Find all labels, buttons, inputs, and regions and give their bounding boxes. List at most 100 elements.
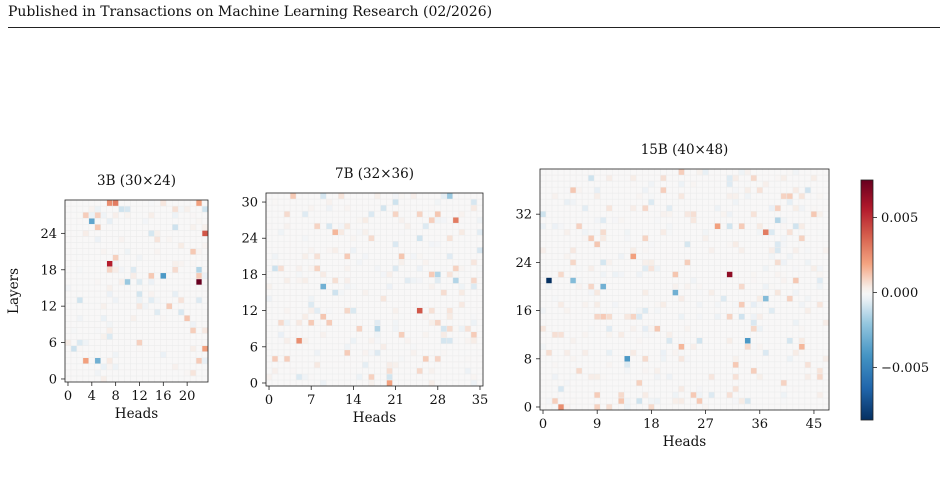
heatmap-cell — [720, 241, 727, 248]
heatmap-cell — [792, 367, 800, 375]
heatmap-cell — [666, 379, 673, 387]
heatmap-cell — [283, 198, 291, 206]
heatmap-cell — [750, 385, 757, 393]
heatmap-cell — [720, 307, 727, 314]
heatmap-cell — [289, 301, 297, 308]
heatmap-cell — [587, 253, 595, 260]
heatmap-cell — [624, 222, 631, 230]
heatmap-cell — [714, 367, 721, 375]
heatmap-cell — [708, 343, 715, 351]
heatmap-cell — [94, 302, 102, 310]
heatmap-cell — [64, 296, 72, 304]
heatmap-cell — [265, 361, 273, 369]
heatmap-cell — [338, 265, 345, 272]
heatmap-cell — [195, 236, 203, 243]
heatmap-cell — [624, 373, 631, 381]
heatmap-cell — [374, 204, 381, 212]
heatmap-cell — [750, 235, 757, 242]
heatmap-cell — [118, 333, 125, 340]
heatmap-cell — [618, 403, 625, 411]
heatmap-cell — [464, 216, 472, 224]
heatmap-cell — [374, 349, 381, 357]
heatmap-cell — [160, 339, 167, 346]
heatmap-cell — [798, 307, 806, 314]
heatmap-cell — [338, 379, 345, 387]
heatmap-cell — [195, 375, 203, 383]
heatmap-cell — [587, 204, 595, 212]
heatmap-cell — [452, 355, 460, 363]
heatmap-cell — [464, 379, 472, 387]
heatmap-cell — [289, 216, 297, 224]
heatmap-cell — [338, 222, 345, 230]
heatmap-cell — [154, 230, 161, 237]
heatmap-cell — [136, 339, 143, 346]
heatmap-cell — [756, 289, 764, 296]
heatmap-cell — [440, 192, 448, 200]
heatmap-cell — [464, 295, 472, 302]
heatmap-cell — [70, 284, 78, 292]
heatmap-cell — [599, 295, 607, 302]
heatmap-cell — [195, 266, 203, 274]
heatmap-cell — [660, 343, 667, 351]
heatmap-cell — [726, 325, 733, 332]
heatmap-cell — [804, 198, 812, 206]
heatmap-cell — [404, 228, 411, 236]
heatmap-cell — [810, 319, 818, 326]
heatmap-cell — [684, 337, 691, 344]
heatmap-cell — [344, 277, 351, 284]
heatmap-cell — [792, 271, 800, 278]
heatmap-cell — [112, 345, 119, 352]
heatmap-cell — [356, 307, 363, 314]
x-tick-label: 21 — [387, 393, 404, 408]
heatmap-cell — [587, 385, 595, 393]
heatmap-cell — [374, 343, 381, 351]
heatmap-cell — [750, 253, 757, 260]
heatmap-cell — [307, 313, 315, 320]
heatmap-cell — [271, 331, 279, 339]
heatmap-cell — [672, 295, 679, 302]
heatmap-cell — [810, 295, 818, 302]
heatmap-cell — [64, 266, 72, 274]
heatmap-cell — [410, 210, 417, 218]
heatmap-cell — [428, 198, 436, 206]
heatmap-cell — [301, 355, 309, 363]
heatmap-cell — [660, 337, 667, 344]
heatmap-cell — [569, 325, 577, 332]
heatmap-cell — [307, 373, 315, 381]
heatmap-cell — [768, 229, 776, 236]
heatmap-cell — [392, 361, 399, 369]
heatmap-cell — [569, 216, 577, 224]
colorbar-bar — [860, 179, 874, 421]
heatmap-cell — [289, 228, 297, 236]
heatmap-cell — [696, 337, 703, 344]
heatmap-cell — [732, 289, 739, 296]
heatmap-cell — [88, 224, 96, 231]
heatmap-cell — [605, 403, 613, 411]
heatmap-cell — [666, 355, 673, 363]
heatmap-cell — [201, 357, 209, 365]
heatmap-cell — [446, 343, 454, 351]
heatmap-cell — [642, 295, 649, 302]
y-tick-label: 32 — [515, 208, 532, 223]
heatmap-cell — [822, 235, 830, 242]
heatmap-cell — [702, 343, 709, 351]
heatmap-cell — [636, 325, 643, 332]
heatmap-cell — [630, 210, 637, 218]
heatmap-cell — [599, 180, 607, 188]
heatmap-cell — [792, 229, 800, 236]
heatmap-cell — [581, 247, 589, 254]
heatmap-cell — [654, 289, 661, 296]
heatmap-cell — [738, 361, 745, 369]
heatmap-cell — [732, 241, 739, 248]
heatmap-cell — [563, 403, 571, 411]
heatmap-cell — [446, 379, 454, 387]
heatmap-cell — [810, 397, 818, 405]
heatmap-cell — [822, 337, 830, 344]
heatmap-cell — [816, 295, 824, 302]
heatmap-cell — [696, 331, 703, 338]
heatmap-cell — [810, 403, 818, 411]
heatmap-cell — [362, 331, 369, 339]
heatmap-cell — [738, 337, 745, 344]
heatmap-cell — [338, 307, 345, 314]
heatmap-cell — [618, 253, 625, 260]
